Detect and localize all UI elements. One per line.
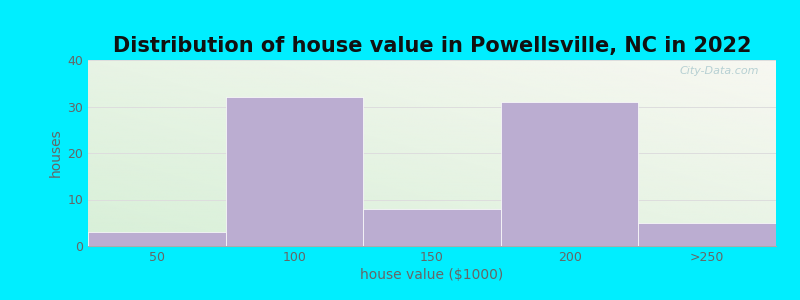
X-axis label: house value ($1000): house value ($1000) [360, 268, 504, 282]
Bar [226, 97, 363, 246]
Text: City-Data.com: City-Data.com [679, 66, 758, 76]
Y-axis label: houses: houses [49, 129, 63, 177]
Title: Distribution of house value in Powellsville, NC in 2022: Distribution of house value in Powellsvi… [113, 36, 751, 56]
Bar [638, 223, 776, 246]
Bar [88, 232, 226, 246]
Bar [363, 209, 501, 246]
Bar [501, 102, 638, 246]
